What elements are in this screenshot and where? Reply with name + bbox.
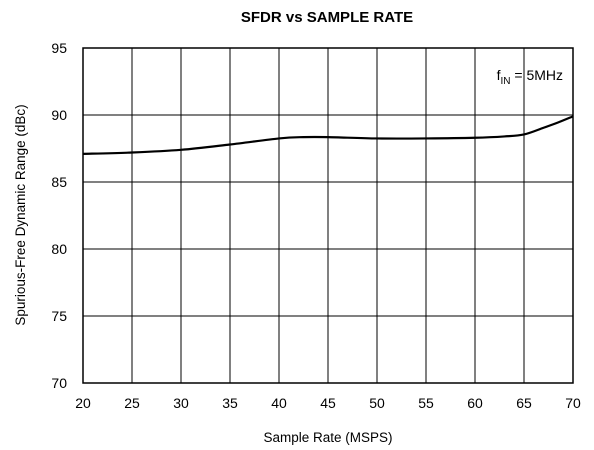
- x-tick-label: 30: [173, 395, 189, 411]
- fin-annotation-suffix: = 5MHz: [510, 67, 563, 83]
- chart-title: SFDR vs SAMPLE RATE: [241, 9, 413, 26]
- y-tick-label: 90: [51, 107, 67, 123]
- y-tick-label: 80: [51, 241, 67, 257]
- series-layer: [82, 115, 574, 155]
- x-tick-label: 40: [271, 395, 287, 411]
- sfdr-series-line: [82, 115, 574, 155]
- x-tick-label: 60: [467, 395, 483, 411]
- plot-frame: [82, 47, 574, 384]
- x-axis-label: Sample Rate (MSPS): [263, 430, 392, 445]
- x-tick-label: 20: [75, 395, 91, 411]
- x-tick-label: 35: [222, 395, 238, 411]
- fin-annotation-subscript: IN: [500, 76, 510, 87]
- y-tick-label: 70: [51, 375, 67, 391]
- x-tick-label: 25: [124, 395, 140, 411]
- y-tick-label: 75: [51, 308, 67, 324]
- y-axis-label: Spurious-Free Dynamic Range (dBc): [13, 104, 28, 325]
- x-tick-label: 70: [565, 395, 581, 411]
- x-tick-label: 45: [320, 395, 336, 411]
- x-tick-label: 50: [369, 395, 385, 411]
- fin-annotation-prefix: f: [497, 67, 501, 83]
- x-tick-label: 65: [516, 395, 532, 411]
- fin-annotation: fIN = 5MHz: [497, 67, 563, 87]
- y-tick-labels: 70 75 80 85 90 95: [51, 40, 67, 391]
- grid-lines: [82, 47, 574, 384]
- y-tick-label: 85: [51, 174, 67, 190]
- y-tick-label: 95: [51, 40, 67, 56]
- x-tick-labels: 20 25 30 35 40 45 50 55 60 65 70: [75, 395, 581, 411]
- x-tick-label: 55: [418, 395, 434, 411]
